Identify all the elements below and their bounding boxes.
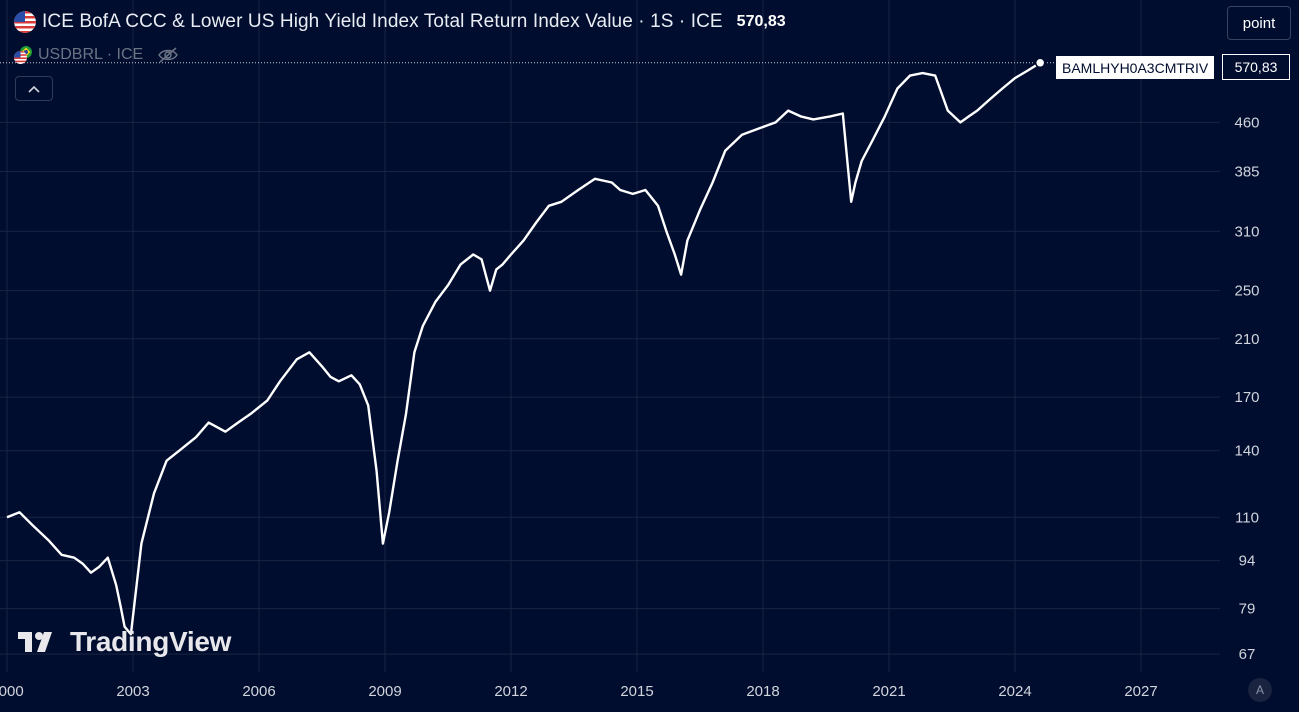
series-last-value: 570,83	[736, 13, 786, 30]
us-brazil-flag-icon	[14, 46, 32, 64]
grid	[0, 0, 1220, 672]
hidden-eye-icon[interactable]	[157, 46, 179, 64]
y-tick-label: 170	[1234, 389, 1259, 406]
compare-symbol[interactable]: USDBRL · ICE	[38, 46, 144, 63]
series-title[interactable]: ICE BofA CCC & Lower US High Yield Index…	[42, 11, 723, 32]
y-tick-label: 79	[1239, 601, 1256, 618]
x-axis: 2000 2003 2006 2009 2012 2015 2018 2021 2024 2027	[0, 683, 1158, 700]
series-line	[6, 61, 1041, 636]
y-axis: 67 79 94 110 140 170 210 250 310 385 460	[1234, 114, 1259, 663]
x-tick-label: 2027	[1124, 683, 1157, 700]
x-tick-label: 2003	[116, 683, 149, 700]
chevron-up-icon	[28, 85, 40, 93]
last-price-label: 570,83	[1222, 54, 1290, 80]
y-tick-label: 110	[1235, 509, 1259, 526]
scale-mode-button[interactable]: point	[1227, 6, 1291, 40]
x-tick-label: 2021	[872, 683, 905, 700]
compare-legend: USDBRL · ICE	[14, 44, 179, 66]
y-tick-label: 67	[1239, 646, 1256, 663]
y-tick-label: 210	[1234, 331, 1259, 348]
x-tick-label: 2000	[0, 683, 24, 700]
x-tick-label: 2024	[998, 683, 1031, 700]
us-flag-icon	[14, 11, 36, 33]
x-tick-label: 2006	[242, 683, 275, 700]
tradingview-watermark: TradingView	[18, 626, 231, 658]
last-point-marker	[1034, 57, 1046, 69]
tradingview-logo-icon	[18, 632, 52, 652]
symbol-price-label: BAMLHYH0A3CMTRIV	[1056, 56, 1215, 79]
collapse-legend-button[interactable]	[15, 76, 53, 101]
y-tick-label: 310	[1234, 223, 1259, 240]
watermark-text: TradingView	[70, 626, 232, 657]
x-tick-label: 2015	[620, 683, 653, 700]
x-tick-label: 2009	[368, 683, 401, 700]
x-tick-label: 2018	[746, 683, 779, 700]
x-tick-label: 2012	[494, 683, 527, 700]
legend-header: ICE BofA CCC & Lower US High Yield Index…	[14, 9, 786, 35]
y-tick-label: 140	[1234, 443, 1259, 460]
y-tick-label: 385	[1234, 164, 1259, 181]
y-tick-label: 94	[1239, 553, 1256, 570]
auto-scale-button[interactable]: A	[1248, 678, 1272, 702]
y-tick-label: 460	[1234, 114, 1259, 131]
y-tick-label: 250	[1234, 283, 1259, 300]
